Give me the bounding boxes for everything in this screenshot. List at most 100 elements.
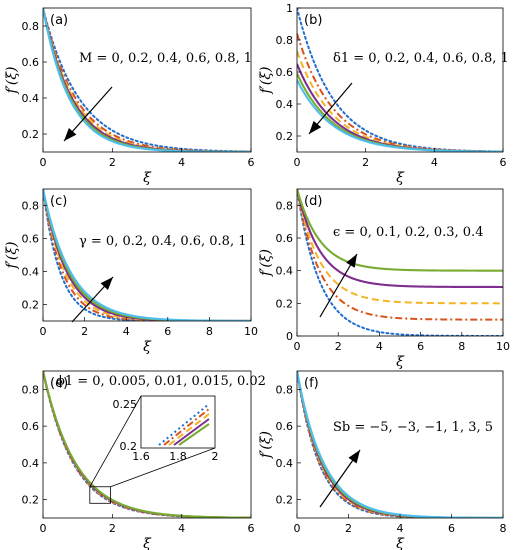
inset-x-tick-label: 2 [212, 450, 219, 463]
trend-arrow-head [309, 120, 322, 134]
series-line-purple [43, 189, 251, 321]
plot-frame [42, 370, 252, 519]
x-tick-label: 2 [109, 522, 116, 535]
x-tick-label: 6 [417, 340, 424, 353]
y-tick-label: 0.2 [276, 297, 294, 310]
panel-label: (a) [50, 13, 68, 28]
x-tick-label: 6 [164, 325, 171, 338]
panel-a: 0 2 4 6 0.2 0.4 0.6 0.8 f′(ξ) ξ (a) M = 0, 0.2, 0.4… [4, 7, 255, 186]
panel-c: 0 2 4 6 8 10 0.2 0.4 0.6 0.8 f′(ξ) ξ (c) γ = 0, 0.2, … [4, 188, 258, 355]
series-line-red [297, 189, 503, 321]
panel-label: (e) [50, 376, 68, 391]
x-tick-label: 4 [376, 340, 383, 353]
series-line-red [43, 189, 251, 321]
x-tick-label: 8 [206, 325, 213, 338]
series-group [297, 8, 503, 152]
y-tick-label: 0.8 [276, 383, 294, 396]
trend-arrow [71, 276, 114, 323]
y-tick-label: 0.2 [22, 299, 40, 312]
x-axis-label: ξ [143, 536, 152, 550]
x-tick-label: 0 [40, 522, 47, 535]
parameter-annotation: Sb = −5, −3, −1, 1, 3, 5 [333, 420, 493, 435]
y-tick-label: 0.4 [276, 457, 294, 470]
x-tick-label: 4 [178, 156, 185, 169]
y-tick-label: 0.2 [276, 130, 294, 143]
x-tick-label: 4 [178, 522, 185, 535]
y-tick-label: 0.8 [22, 20, 40, 33]
y-tick-label: 0.6 [276, 232, 294, 245]
x-tick-label: 10 [496, 340, 510, 353]
series-line-blue [297, 8, 503, 152]
parameter-annotation: ϕ1 = 0, 0.005, 0.01, 0.015, 0.02 [56, 374, 266, 389]
x-tick-label: 8 [500, 522, 507, 535]
x-tick-label: 0 [294, 156, 301, 169]
y-tick-label: 0.4 [22, 266, 40, 279]
y-tick-label: 0.2 [22, 494, 40, 507]
x-tick-label: 6 [448, 522, 455, 535]
series-line-green [297, 189, 503, 272]
x-tick-label: 0 [294, 522, 301, 535]
x-tick-label: 4 [397, 522, 404, 535]
y-axis-label: f′(ξ) [258, 431, 274, 459]
x-tick-label: 2 [362, 156, 369, 169]
zoom-connector [110, 447, 216, 488]
series-group [43, 189, 251, 321]
x-tick-label: 0 [40, 156, 47, 169]
trend-arrow-head [348, 450, 360, 464]
inset-x-tick-label: 1.8 [169, 450, 187, 463]
y-tick-label: 0.8 [22, 383, 40, 396]
x-tick-label: 2 [109, 156, 116, 169]
parameter-annotation: ϵ = 0, 0.1, 0.2, 0.3, 0.4 [333, 225, 483, 240]
trend-arrow [319, 253, 358, 318]
parameter-annotation: γ = 0, 0.2, 0.4, 0.6, 0.8, 1 [79, 234, 247, 249]
inset-frame [140, 395, 216, 449]
series-line-cyan [297, 79, 503, 152]
x-tick-label: 2 [335, 340, 342, 353]
parameter-annotation: M = 0, 0.2, 0.4, 0.6, 0.8, 1 [79, 51, 252, 66]
x-tick-label: 6 [248, 156, 255, 169]
plot-frame [42, 7, 252, 153]
y-tick-label: 0.4 [22, 457, 40, 470]
plot-frame [296, 188, 504, 337]
y-tick-label: 0 [286, 330, 293, 343]
trend-arrow-head [100, 277, 113, 290]
y-tick-label: 0.6 [22, 420, 40, 433]
x-tick-label: 0 [40, 325, 47, 338]
inset-series-line-green [178, 423, 210, 446]
y-axis-label: f′(ξ) [4, 67, 20, 95]
trend-arrow-head [64, 127, 77, 141]
series-line-yellow [43, 189, 251, 321]
series-group [43, 371, 251, 518]
series-line-blue [43, 189, 251, 321]
panel-b: 0 2 4 6 0.2 0.4 0.6 0.8 1 f′(ξ) ξ (b) δ1 = 0, 0.2, 0… [258, 2, 509, 186]
series-line-purple [297, 189, 503, 289]
series-line-green [43, 189, 251, 321]
x-axis-label: ξ [396, 170, 405, 186]
panel-label: (f) [304, 376, 319, 391]
series-line-green [297, 73, 503, 152]
trend-arrow [319, 449, 361, 508]
x-tick-label: 4 [123, 325, 130, 338]
inset-y-tick-label: 0.25 [113, 398, 138, 411]
y-tick-label: 0.4 [22, 92, 40, 105]
panel-label: (c) [50, 194, 67, 209]
y-tick-label: 0.4 [276, 98, 294, 111]
zoom-connector [89, 395, 142, 487]
inset-x-tick-label: 1.6 [132, 450, 150, 463]
plot-frame [42, 188, 252, 322]
zoom-region-box [89, 486, 112, 504]
x-tick-label: 2 [345, 522, 352, 535]
series-group [297, 189, 503, 336]
y-axis-label: f′(ξ) [258, 249, 274, 277]
y-axis-label: f′(ξ) [4, 242, 20, 270]
inset-series-line-purple [173, 418, 210, 446]
panel-e: 0 2 4 6 0.2 0.4 0.6 0.8 ξ (e)ϕ1 = 0, 0.005, 0.01,… [22, 370, 266, 550]
y-tick-label: 0.8 [276, 199, 294, 212]
y-tick-label: 0.8 [22, 200, 40, 213]
x-tick-label: 4 [431, 156, 438, 169]
x-tick-label: 2 [81, 325, 88, 338]
y-tick-label: 0.6 [22, 233, 40, 246]
y-tick-label: 0.6 [276, 420, 294, 433]
y-tick-label: 0.8 [276, 34, 294, 47]
panel-label: (b) [304, 13, 322, 28]
